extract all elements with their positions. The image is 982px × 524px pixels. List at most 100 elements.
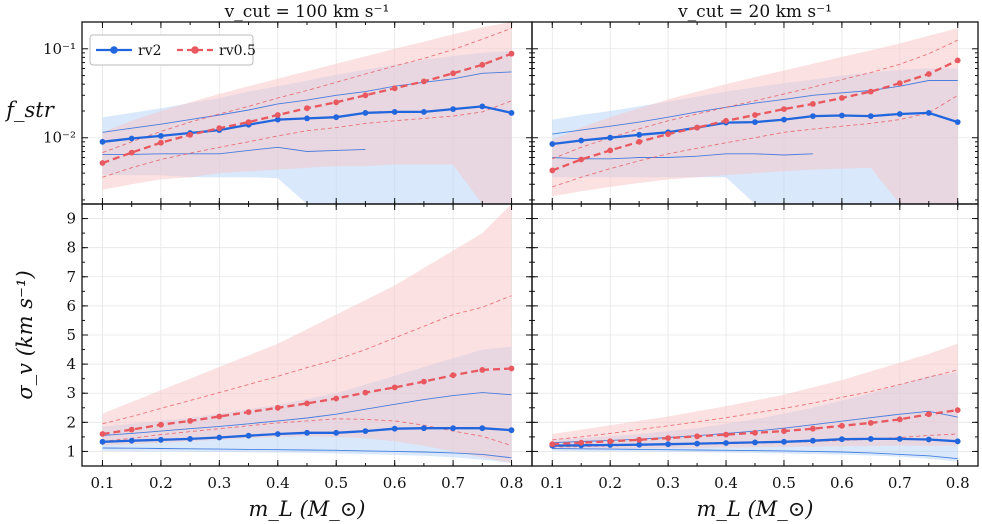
y-tick-label: 6 (66, 297, 76, 315)
data-point-rv05 (810, 101, 816, 107)
data-point-rv05 (607, 147, 614, 154)
panel-top-right (531, 21, 979, 205)
data-point-rv05 (128, 426, 135, 433)
data-point-rv2 (391, 109, 398, 115)
col-title-right: v_cut = 20 km s⁻¹ (677, 2, 832, 22)
y-tick-label: 4 (66, 355, 76, 373)
lower-line-rv05 (102, 100, 512, 178)
y-tick-label: 1 (66, 442, 76, 460)
data-point-rv2 (362, 110, 369, 116)
ticks (532, 203, 978, 467)
data-point-rv2 (216, 434, 223, 441)
upper-line-rv05 (552, 39, 958, 160)
data-point-rv05 (99, 160, 106, 166)
data-point-rv05 (274, 112, 281, 118)
data-point-rv05 (839, 422, 845, 429)
lower-line-rv2 (552, 448, 958, 460)
plot-area (99, 204, 515, 464)
data-point-rv2 (781, 438, 787, 445)
x-axis-label-right: m_L (M_⊙) (696, 497, 813, 521)
upper-line-rv2 (552, 80, 958, 135)
data-point-rv2 (752, 119, 758, 125)
data-point-rv05 (636, 138, 643, 145)
data-point-rv05 (781, 428, 787, 434)
data-point-rv05 (304, 105, 310, 112)
plot-area (99, 22, 515, 204)
data-point-rv05 (867, 88, 874, 95)
data-point-rv2 (925, 436, 932, 443)
data-point-rv05 (665, 131, 671, 138)
data-point-rv2 (723, 440, 729, 446)
data-point-rv2 (128, 135, 135, 142)
y-tick-label: 8 (66, 239, 76, 257)
data-point-rv05 (549, 167, 556, 174)
ticks (82, 203, 532, 467)
data-point-rv05 (694, 433, 700, 440)
y-tick-label: 9 (66, 210, 76, 228)
upper-line-rv05 (102, 295, 512, 425)
x-tick-label: 0.3 (207, 474, 231, 492)
data-point-rv2 (304, 429, 310, 436)
x-tick-label: 0.5 (324, 474, 348, 492)
data-point-rv05 (508, 50, 515, 57)
median-line-rv05 (102, 367, 512, 436)
x-tick-label: 0.6 (383, 474, 407, 492)
x-tick-label: 0.7 (441, 474, 465, 492)
upper-line-rv05 (552, 369, 958, 441)
data-point-rv2 (479, 103, 486, 110)
data-point-rv2 (99, 438, 106, 445)
data-point-rv05 (333, 99, 340, 106)
data-point-rv2 (274, 116, 281, 123)
x-axis-label-left: m_L (M_⊙) (248, 497, 365, 521)
data-point-rv05 (421, 78, 427, 85)
x-tick-label: 0.4 (266, 474, 290, 492)
data-point-rv05 (925, 411, 932, 418)
data-point-rv05 (187, 418, 194, 424)
data-point-rv05 (694, 124, 700, 131)
data-point-rv05 (362, 389, 369, 396)
x-tick-label: 0.6 (830, 474, 854, 492)
panel-bottom-right: 0.1 0.2 0.3 0.4 0.5 0.6 0.7 0.8 (531, 203, 979, 492)
data-point-rv05 (925, 71, 932, 77)
data-point-rv05 (99, 431, 106, 437)
data-point-rv05 (752, 112, 758, 118)
data-point-rv2 (578, 137, 585, 144)
data-point-rv05 (665, 435, 671, 441)
data-point-rv2 (128, 437, 135, 444)
col-title-left: v_cut = 100 km s⁻¹ (224, 2, 390, 22)
x-tick-label: 0.2 (149, 474, 173, 492)
legend-label-rv2: rv2 (138, 43, 162, 59)
y-tick-label: 3 (66, 384, 76, 402)
data-point-rv2 (391, 425, 398, 432)
data-point-rv2 (479, 425, 486, 432)
data-point-rv05 (216, 413, 223, 420)
plot-area (549, 28, 961, 204)
data-point-rv2 (333, 429, 340, 436)
y-tick-label: 7 (66, 268, 76, 286)
data-point-rv05 (479, 367, 486, 373)
x-tick-label: 0.8 (500, 474, 524, 492)
x-tick-label: 0.1 (91, 474, 115, 492)
y-tick-label: 10⁻² (43, 129, 76, 147)
data-point-rv05 (158, 139, 164, 146)
lower-line-rv05 (552, 94, 958, 188)
data-point-rv05 (723, 431, 729, 438)
lower-line-rv2 (102, 447, 512, 459)
legend-marker-rv05 (191, 46, 199, 54)
x-tick-label: 0.2 (598, 474, 622, 492)
legend-label-rv05: rv0.5 (219, 43, 256, 59)
data-point-rv05 (216, 125, 223, 132)
data-point-rv05 (896, 80, 903, 87)
y-tick-label: 2 (66, 413, 76, 431)
data-point-rv2 (421, 425, 427, 432)
data-point-rv2 (450, 106, 456, 112)
data-point-rv2 (333, 114, 340, 121)
data-point-rv05 (578, 439, 585, 446)
lower-line-rv05 (102, 418, 512, 447)
upper-line-rv2 (102, 392, 512, 436)
lower-line-rv2 (102, 146, 366, 155)
x-tick-label: 0.3 (656, 474, 680, 492)
data-point-rv2 (752, 439, 758, 446)
legend: rv2 rv0.5 (89, 34, 256, 66)
